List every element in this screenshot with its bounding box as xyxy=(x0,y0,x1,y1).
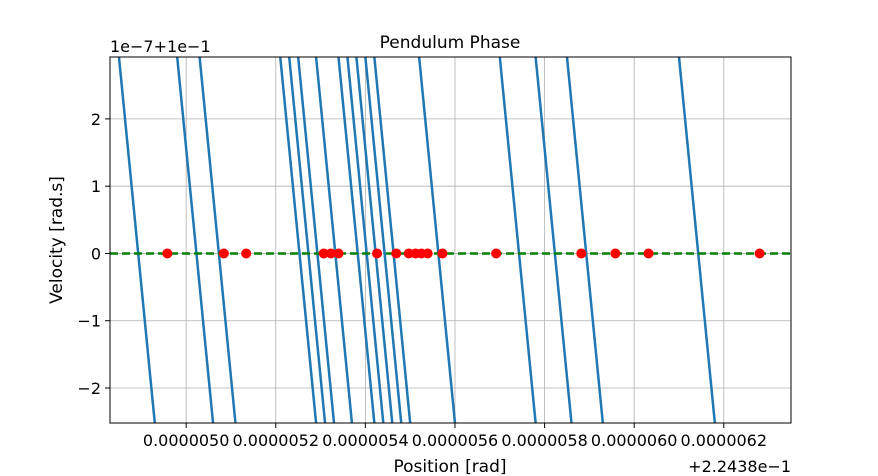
y-offset-label: 1e−7+1e−1 xyxy=(110,37,211,56)
zero-crossing-point xyxy=(372,248,383,259)
y-tick-label: −1 xyxy=(77,312,101,331)
zero-crossing-point xyxy=(162,248,173,259)
trajectory-line xyxy=(175,57,215,423)
trajectory-line xyxy=(279,57,318,423)
zero-crossing-point xyxy=(241,248,252,259)
trajectory-line xyxy=(296,57,336,423)
y-tick-label: 1 xyxy=(91,177,101,196)
zero-crossing-points xyxy=(162,248,765,259)
chart-title: Pendulum Phase xyxy=(380,33,521,53)
x-offset-label: +2.2438e−1 xyxy=(688,457,791,476)
y-tick-label: 2 xyxy=(91,110,101,129)
y-tick-label: 0 xyxy=(91,244,101,263)
trajectory-line xyxy=(498,57,537,423)
zero-crossing-point xyxy=(491,248,502,259)
x-tick-label: 0.0000056 xyxy=(412,431,499,450)
plot-frame xyxy=(109,56,792,424)
zero-crossing-point xyxy=(333,248,344,259)
trajectory-line xyxy=(417,57,457,423)
x-tick-label: 0.0000060 xyxy=(591,431,678,450)
zero-crossing-point xyxy=(391,248,402,259)
x-axis-ticks: 0.0000050 0.0000052 0.0000054 0.0000056 0.00… xyxy=(143,423,767,450)
trajectory-line xyxy=(565,57,605,423)
zero-crossing-point xyxy=(218,248,229,259)
y-tick-label: −2 xyxy=(77,379,101,398)
series-lines xyxy=(117,57,717,423)
zero-crossing-point xyxy=(437,248,448,259)
trajectory-line xyxy=(677,57,717,423)
y-axis-label: Velocity [rad.s] xyxy=(47,176,67,304)
trajectory-line xyxy=(364,57,403,423)
zero-crossing-point xyxy=(643,248,654,259)
zero-crossing-point xyxy=(325,248,336,259)
x-tick-label: 0.0000050 xyxy=(143,431,230,450)
x-tick-label: 0.0000062 xyxy=(681,431,768,450)
trajectory-line xyxy=(346,57,385,423)
trajectory-line xyxy=(534,57,573,423)
trajectory-line xyxy=(337,57,376,423)
trajectory-line xyxy=(117,57,157,423)
trajectory-line xyxy=(373,57,412,423)
trajectory-line xyxy=(314,57,354,423)
zero-crossing-point xyxy=(576,248,587,259)
trajectory-line xyxy=(198,57,237,423)
x-axis-label: Position [rad] xyxy=(393,457,506,476)
zero-crossing-point xyxy=(610,248,621,259)
x-tick-label: 0.0000054 xyxy=(322,431,409,450)
x-tick-label: 0.0000058 xyxy=(501,431,588,450)
trajectory-line xyxy=(287,57,327,423)
zero-crossing-point xyxy=(754,248,765,259)
x-tick-label: 0.0000052 xyxy=(233,431,320,450)
zero-crossing-point xyxy=(422,248,433,259)
y-axis-ticks: 2 1 0 −1 −2 xyxy=(77,110,110,398)
trajectory-line xyxy=(355,57,394,423)
zero-crossing-point xyxy=(318,248,329,259)
